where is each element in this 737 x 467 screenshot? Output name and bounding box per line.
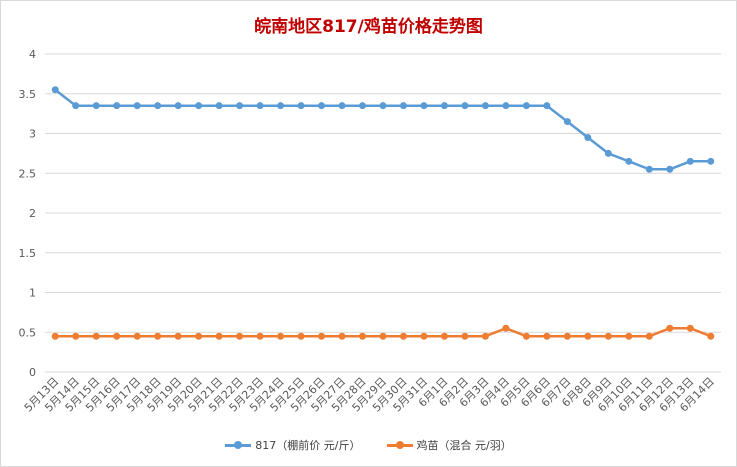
data-point-1	[277, 332, 285, 340]
data-point-1	[154, 332, 162, 340]
data-point-0	[625, 157, 633, 165]
data-point-0	[440, 102, 448, 110]
y-tick-label: 1.5	[19, 247, 37, 260]
data-point-0	[359, 102, 367, 110]
legend-item-817: 817（棚前价 元/斤）	[225, 437, 361, 453]
data-point-1	[215, 332, 223, 340]
legend-swatch-817	[225, 439, 252, 451]
data-point-0	[666, 165, 674, 173]
data-point-0	[277, 102, 285, 110]
y-tick-label: 2.5	[19, 167, 37, 180]
data-point-0	[195, 102, 203, 110]
data-point-0	[522, 102, 530, 110]
data-point-1	[522, 332, 530, 340]
y-tick-label: 3.5	[19, 88, 37, 101]
data-point-1	[318, 332, 326, 340]
data-point-1	[440, 332, 448, 340]
data-point-0	[51, 86, 59, 94]
y-tick-label: 3	[29, 128, 36, 141]
data-point-1	[236, 332, 244, 340]
data-point-1	[563, 332, 571, 340]
data-point-1	[379, 332, 387, 340]
data-point-1	[113, 332, 121, 340]
data-point-1	[481, 332, 489, 340]
data-point-0	[502, 102, 510, 110]
data-point-0	[543, 102, 551, 110]
data-point-0	[379, 102, 387, 110]
series-line-0	[53, 88, 713, 171]
data-point-1	[461, 332, 469, 340]
data-point-1	[133, 332, 141, 340]
data-point-1	[604, 332, 612, 340]
y-tick-label: 1	[29, 287, 36, 300]
data-point-1	[359, 332, 367, 340]
data-point-0	[399, 102, 407, 110]
data-point-1	[256, 332, 264, 340]
legend-label-chick: 鸡苗（混合 元/羽）	[416, 439, 512, 452]
y-tick-label: 0	[29, 366, 36, 379]
data-point-0	[256, 102, 264, 110]
data-point-1	[420, 332, 428, 340]
chart-title: 皖南地区817/鸡苗价格走势图	[254, 17, 483, 37]
data-point-1	[645, 332, 653, 340]
legend: 817（棚前价 元/斤） 鸡苗（混合 元/羽）	[1, 437, 736, 453]
data-point-1	[625, 332, 633, 340]
data-point-1	[92, 332, 100, 340]
data-point-0	[174, 102, 182, 110]
data-point-0	[318, 102, 326, 110]
y-tick-label: 2	[29, 207, 36, 220]
data-point-0	[215, 102, 223, 110]
data-point-1	[543, 332, 551, 340]
data-point-0	[563, 118, 571, 126]
data-point-1	[297, 332, 305, 340]
data-point-1	[174, 332, 182, 340]
data-point-1	[584, 332, 592, 340]
data-point-0	[113, 102, 121, 110]
data-point-0	[236, 102, 244, 110]
data-point-1	[399, 332, 407, 340]
data-point-1	[72, 332, 80, 340]
data-point-1	[707, 332, 715, 340]
data-point-0	[645, 165, 653, 173]
data-point-1	[51, 332, 59, 340]
legend-label-817: 817（棚前价 元/斤）	[255, 439, 361, 452]
data-point-0	[461, 102, 469, 110]
data-point-0	[133, 102, 141, 110]
data-point-0	[338, 102, 346, 110]
data-point-0	[154, 102, 162, 110]
data-point-1	[666, 324, 674, 332]
legend-item-chick: 鸡苗（混合 元/羽）	[386, 437, 512, 453]
legend-swatch-chick	[386, 439, 413, 451]
data-point-0	[92, 102, 100, 110]
data-point-1	[502, 324, 510, 332]
data-point-0	[72, 102, 80, 110]
data-point-0	[584, 133, 592, 141]
data-point-0	[420, 102, 428, 110]
data-point-1	[195, 332, 203, 340]
data-point-0	[707, 157, 715, 165]
data-point-1	[338, 332, 346, 340]
data-point-0	[297, 102, 305, 110]
data-point-0	[604, 149, 612, 157]
y-tick-label: 4	[29, 48, 36, 61]
y-tick-label: 0.5	[19, 326, 37, 339]
data-point-0	[481, 102, 489, 110]
data-point-1	[686, 324, 694, 332]
data-point-0	[686, 157, 694, 165]
